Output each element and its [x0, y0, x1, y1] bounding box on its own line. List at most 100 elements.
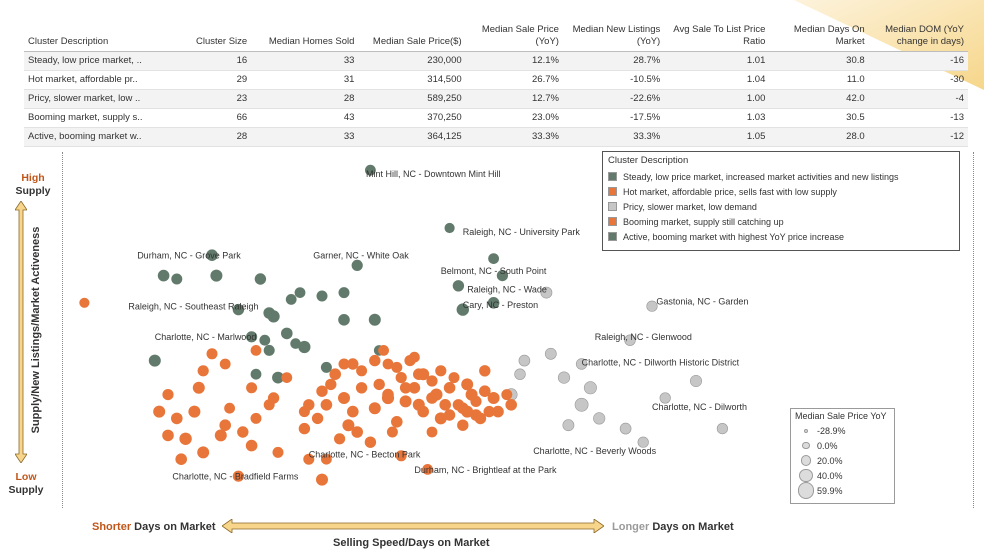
data-point[interactable] [219, 419, 231, 432]
data-point[interactable] [210, 269, 223, 282]
data-point[interactable] [368, 402, 381, 415]
data-point[interactable] [456, 303, 469, 316]
data-point[interactable] [409, 351, 420, 363]
data-point[interactable] [435, 365, 447, 377]
data-point[interactable] [179, 432, 192, 445]
legend-item[interactable]: Steady, low price market, increased mark… [608, 169, 954, 184]
data-point[interactable] [148, 354, 161, 367]
data-point[interactable] [391, 416, 403, 428]
data-point[interactable] [457, 402, 469, 415]
data-point[interactable] [321, 453, 332, 465]
data-point[interactable] [426, 375, 438, 387]
data-point[interactable] [574, 397, 589, 412]
data-point[interactable] [254, 273, 267, 285]
data-point[interactable] [443, 382, 456, 394]
data-point[interactable] [250, 345, 262, 356]
data-point[interactable] [245, 439, 258, 452]
data-point[interactable] [399, 382, 412, 394]
data-point[interactable] [382, 358, 394, 370]
data-point[interactable] [501, 389, 513, 401]
data-point[interactable] [267, 310, 280, 323]
data-point[interactable] [496, 270, 508, 282]
data-point[interactable] [422, 464, 433, 475]
data-point[interactable] [263, 344, 275, 356]
legend-item[interactable]: Hot market, affordable price, sells fast… [608, 184, 954, 199]
data-point[interactable] [325, 378, 337, 391]
data-point[interactable] [583, 381, 597, 395]
data-point[interactable] [303, 453, 315, 465]
data-point[interactable] [479, 365, 491, 377]
data-point[interactable] [259, 334, 271, 346]
data-point[interactable] [395, 450, 407, 462]
data-point[interactable] [219, 358, 231, 370]
data-point[interactable] [492, 405, 504, 418]
data-point[interactable] [562, 419, 575, 432]
data-point[interactable] [171, 273, 183, 285]
data-point[interactable] [316, 473, 328, 486]
data-point[interactable] [188, 405, 201, 418]
data-point[interactable] [347, 405, 359, 418]
data-point[interactable] [272, 371, 284, 384]
data-point[interactable] [461, 378, 474, 391]
data-point[interactable] [232, 470, 244, 482]
data-point[interactable] [575, 358, 588, 370]
legend-item[interactable]: Booming market, supply still catching up [608, 214, 954, 229]
data-point[interactable] [298, 340, 311, 354]
data-point[interactable] [364, 436, 377, 448]
data-point[interactable] [316, 385, 328, 397]
data-point[interactable] [298, 422, 311, 435]
data-point[interactable] [434, 412, 447, 425]
data-point[interactable] [250, 412, 262, 424]
data-point[interactable] [285, 294, 297, 305]
data-point[interactable] [689, 374, 702, 387]
data-point[interactable] [351, 259, 363, 271]
data-point[interactable] [162, 429, 174, 442]
data-point[interactable] [281, 327, 293, 340]
data-point[interactable] [342, 419, 355, 432]
data-point[interactable] [153, 405, 166, 418]
data-point[interactable] [171, 412, 183, 425]
data-point[interactable] [557, 371, 571, 384]
data-point[interactable] [382, 388, 394, 401]
data-point[interactable] [412, 398, 425, 411]
data-point[interactable] [369, 354, 381, 367]
data-point[interactable] [298, 406, 310, 418]
data-point[interactable] [224, 402, 236, 414]
data-point[interactable] [246, 382, 258, 394]
data-point[interactable] [334, 433, 346, 445]
data-point[interactable] [487, 392, 500, 404]
data-point[interactable] [444, 222, 455, 234]
data-point[interactable] [465, 388, 478, 401]
data-point[interactable] [637, 436, 649, 448]
data-point[interactable] [347, 358, 359, 370]
data-point[interactable] [619, 422, 632, 435]
data-point[interactable] [386, 426, 398, 438]
data-point[interactable] [197, 446, 210, 459]
data-point[interactable] [488, 253, 499, 264]
data-point[interactable] [263, 399, 275, 411]
data-point[interactable] [338, 287, 350, 299]
data-point[interactable] [457, 419, 469, 431]
data-point[interactable] [514, 368, 526, 380]
data-point[interactable] [272, 446, 284, 458]
data-point[interactable] [395, 372, 407, 384]
data-point[interactable] [368, 313, 381, 326]
data-point[interactable] [659, 392, 671, 404]
data-point[interactable] [192, 381, 205, 394]
data-point[interactable] [79, 297, 90, 308]
data-point[interactable] [518, 354, 531, 367]
data-point[interactable] [351, 426, 364, 438]
data-point[interactable] [338, 314, 350, 326]
data-point[interactable] [175, 453, 187, 466]
data-point[interactable] [593, 412, 606, 425]
data-point[interactable] [483, 405, 495, 418]
data-point[interactable] [624, 334, 636, 346]
data-point[interactable] [356, 365, 368, 377]
data-point[interactable] [320, 361, 332, 373]
data-point[interactable] [157, 269, 170, 282]
data-point[interactable] [426, 426, 438, 438]
data-point[interactable] [338, 392, 350, 404]
data-point[interactable] [320, 399, 333, 411]
data-point[interactable] [373, 378, 385, 391]
data-point[interactable] [316, 290, 328, 302]
